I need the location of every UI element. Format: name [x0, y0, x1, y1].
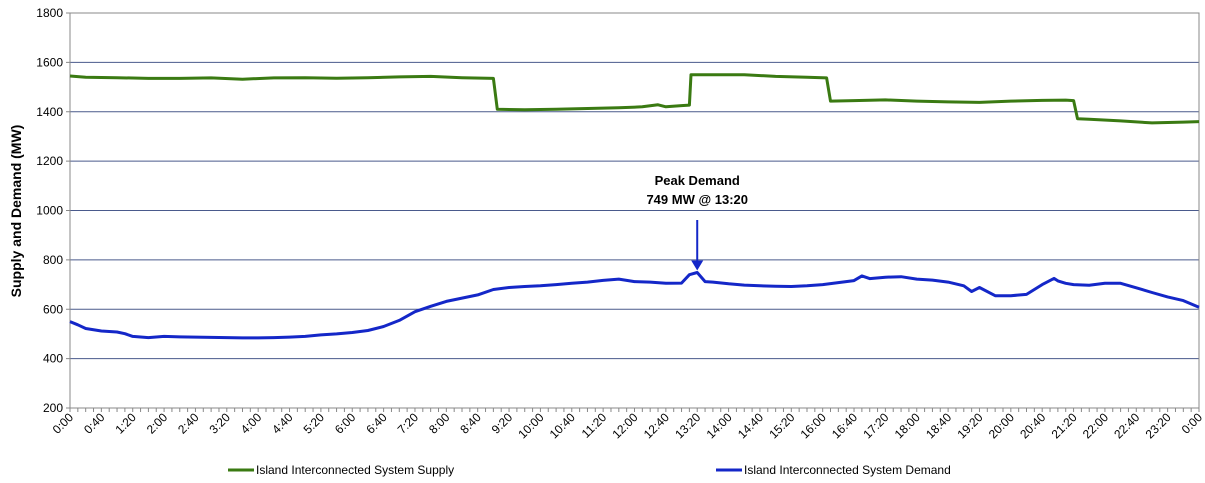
x-tick-label: 2:00 [144, 410, 171, 437]
y-tick-label: 400 [43, 352, 63, 366]
x-tick-label: 22:40 [1111, 410, 1142, 441]
x-tick-label: 13:20 [672, 410, 703, 441]
x-tick-label: 12:00 [609, 410, 640, 441]
annotation-title: Peak Demand [655, 173, 740, 188]
x-tick-label: 6:00 [332, 410, 359, 437]
x-tick-label: 14:00 [704, 410, 735, 441]
supply-series-line [69, 73, 1200, 125]
x-tick-label: 20:00 [986, 410, 1017, 441]
x-tick-label: 1:20 [112, 410, 139, 437]
x-tick-label: 8:40 [457, 410, 484, 437]
x-tick-label: 16:00 [798, 410, 829, 441]
gridlines [69, 12, 1200, 409]
x-tick-label: 4:40 [269, 410, 296, 437]
x-tick-label: 3:20 [207, 410, 234, 437]
x-tick-label: 18:00 [892, 410, 923, 441]
y-tick-label: 1400 [36, 105, 63, 119]
x-tick-label: 17:20 [860, 410, 891, 441]
legend-label: Island Interconnected System Demand [744, 463, 951, 477]
x-tick-label: 20:40 [1017, 410, 1048, 441]
x-tick-label: 11:20 [579, 410, 610, 441]
x-tick-label: 10:00 [515, 410, 546, 441]
x-tick-label: 15:20 [766, 410, 797, 441]
x-tick-label: 18:40 [923, 410, 954, 441]
x-tick-label: 9:20 [489, 410, 516, 437]
y-axis-tick-labels: 200 400 600 800 1000 1200 1400 1600 1800 [36, 6, 70, 415]
y-tick-label: 1000 [36, 204, 63, 218]
x-tick-label: 0:40 [81, 410, 108, 437]
annotation-arrow-head [691, 260, 704, 271]
x-tick-label: 7:20 [395, 410, 422, 437]
y-tick-label: 1600 [36, 55, 63, 69]
x-tick-label: 22:00 [1080, 410, 1111, 441]
x-tick-label: 23:20 [1143, 410, 1174, 441]
x-tick-label: 4:00 [238, 410, 265, 437]
x-tick-label: 16:40 [829, 410, 860, 441]
demand-series-line [69, 271, 1200, 340]
y-tick-label: 600 [43, 302, 63, 316]
y-tick-label: 800 [43, 253, 63, 267]
x-tick-label: 10:40 [547, 410, 578, 441]
legend: Island Interconnected System Supply Islan… [228, 463, 951, 477]
series-lines [69, 73, 1200, 340]
x-axis-tick-labels: 0:00 0:40 1:20 2:00 2:40 3:20 4:00 4:40 5:20 6:00… [50, 408, 1205, 441]
x-tick-label: 5:20 [301, 410, 328, 437]
x-tick-label: 2:40 [175, 410, 202, 437]
x-tick-label: 12:40 [641, 410, 672, 441]
y-tick-label: 200 [43, 401, 63, 415]
x-tick-label: 6:40 [363, 410, 390, 437]
legend-label: Island Interconnected System Supply [256, 463, 454, 477]
y-axis-label: Supply and Demand (MW) [8, 125, 24, 298]
x-tick-label: 21:20 [1049, 410, 1080, 441]
peak-annotation: Peak Demand 749 MW @ 13:20 [646, 173, 748, 271]
annotation-value: 749 MW @ 13:20 [646, 192, 748, 207]
x-tick-label: 14:40 [735, 410, 766, 441]
x-tick-label: 8:00 [426, 410, 453, 437]
x-tick-label: 19:20 [954, 410, 985, 441]
x-tick-label: 0:00 [1179, 410, 1205, 437]
y-tick-label: 1800 [36, 6, 63, 20]
y-tick-label: 1200 [36, 154, 63, 168]
